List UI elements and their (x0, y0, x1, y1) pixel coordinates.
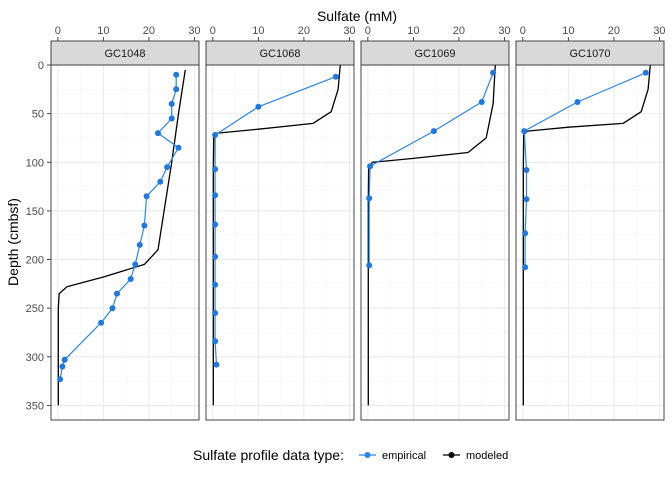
panel-background (51, 65, 199, 420)
x-tick-label: 10 (252, 25, 264, 37)
empirical-point (212, 132, 219, 138)
legend-title: Sulfate profile data type: (193, 447, 344, 463)
x-tick-label: 0 (55, 25, 61, 37)
panel-background (361, 65, 509, 420)
facet-strip (515, 40, 665, 66)
empirical-point (127, 276, 134, 282)
empirical-point (212, 221, 219, 228)
x-tick-label: 10 (407, 25, 419, 37)
empirical-point (332, 73, 339, 80)
y-tick-label: 0 (38, 60, 44, 72)
empirical-point (522, 264, 529, 271)
facet-gc1048: GC1048 0 10 20 30 (50, 25, 201, 421)
x-tick-label: 0 (365, 25, 371, 37)
empirical-point (366, 195, 373, 202)
y-tick-label: 300 (26, 352, 44, 364)
y-tick-label: 100 (26, 157, 44, 169)
x-tick-label: 30 (343, 25, 355, 37)
empirical-point (212, 253, 219, 260)
x-tick-label: 30 (498, 25, 510, 37)
empirical-point (141, 222, 148, 229)
facet-strip-label: GC1068 (260, 48, 301, 60)
modeled-line (522, 64, 651, 406)
y-tick-label: 250 (26, 303, 44, 315)
empirical-point (59, 363, 66, 370)
empirical-point (98, 319, 105, 326)
empirical-point (212, 192, 219, 199)
empirical-point (522, 230, 529, 237)
empirical-point (523, 167, 530, 173)
legend-key-point (364, 452, 371, 458)
empirical-point (57, 376, 64, 383)
panel-background (206, 65, 354, 420)
y-tick-label: 350 (26, 400, 44, 412)
empirical-point (213, 361, 220, 368)
empirical-point (255, 103, 262, 110)
facet-strip-label: GC1070 (570, 48, 611, 60)
empirical-point (212, 310, 219, 316)
empirical-point (212, 281, 219, 288)
modeled-line (212, 64, 341, 406)
empirical-point (132, 261, 139, 268)
empirical-point (168, 100, 175, 107)
empirical-point (367, 163, 374, 170)
x-tick-label: 20 (143, 25, 155, 37)
empirical-point (212, 338, 219, 345)
empirical-point (143, 193, 150, 200)
y-tick-label: 200 (26, 255, 44, 267)
empirical-point (136, 241, 143, 248)
facet-gc1068: GC1068 0 10 20 30 (205, 25, 356, 421)
empirical-point (155, 130, 161, 137)
x-tick-label: 10 (562, 25, 574, 37)
modeled-line (57, 69, 186, 406)
empirical-point (521, 128, 528, 135)
empirical-point (212, 166, 219, 173)
x-tick-label: 20 (298, 25, 310, 37)
facet-strip-label: GC1069 (415, 48, 456, 60)
empirical-point (430, 128, 437, 135)
x-tick-label: 0 (520, 25, 526, 37)
x-tick-label: 0 (210, 25, 216, 37)
legend-key-point (448, 452, 455, 458)
empirical-point (574, 99, 581, 105)
x-tick-label: 30 (188, 25, 200, 37)
facet-gc1069: GC1069 0 10 20 30 (360, 25, 511, 421)
empirical-point (168, 115, 175, 122)
empirical-point (490, 69, 497, 76)
facet-strip (50, 40, 200, 66)
legend-label-modeled: modeled (466, 450, 508, 462)
empirical-point (61, 356, 68, 363)
facet-strip-label: GC1048 (105, 48, 146, 60)
empirical-point (164, 164, 171, 171)
empirical-point (523, 196, 530, 203)
facet-strip (360, 40, 510, 66)
x-tick-label: 30 (653, 25, 665, 37)
empirical-point (173, 71, 180, 78)
x-axis-title: Sulfate (mM) (317, 8, 397, 24)
y-axis: 0 50 100 150 200 250 300 350 (26, 60, 51, 412)
x-tick-label: 20 (453, 25, 465, 37)
legend-label-empirical: empirical (382, 450, 426, 462)
facet-gc1070: GC1070 0 10 20 30 (515, 25, 666, 421)
x-tick-label: 20 (608, 25, 620, 37)
y-axis-title: Depth (cmbsf) (5, 198, 21, 286)
empirical-point (478, 99, 485, 105)
panel-background (516, 65, 664, 420)
empirical-point (109, 305, 116, 312)
empirical-point (114, 290, 120, 297)
x-tick-label: 10 (97, 25, 109, 37)
empirical-line (368, 72, 494, 266)
empirical-point (175, 144, 182, 151)
facet-strip (205, 40, 355, 66)
y-tick-label: 150 (26, 206, 44, 218)
empirical-point (157, 178, 164, 185)
empirical-point (366, 262, 373, 269)
empirical-point (173, 86, 180, 93)
y-tick-label: 50 (32, 109, 44, 121)
legend: Sulfate profile data type: empirical model… (193, 447, 508, 463)
modeled-line (367, 64, 496, 406)
empirical-point (642, 69, 649, 76)
